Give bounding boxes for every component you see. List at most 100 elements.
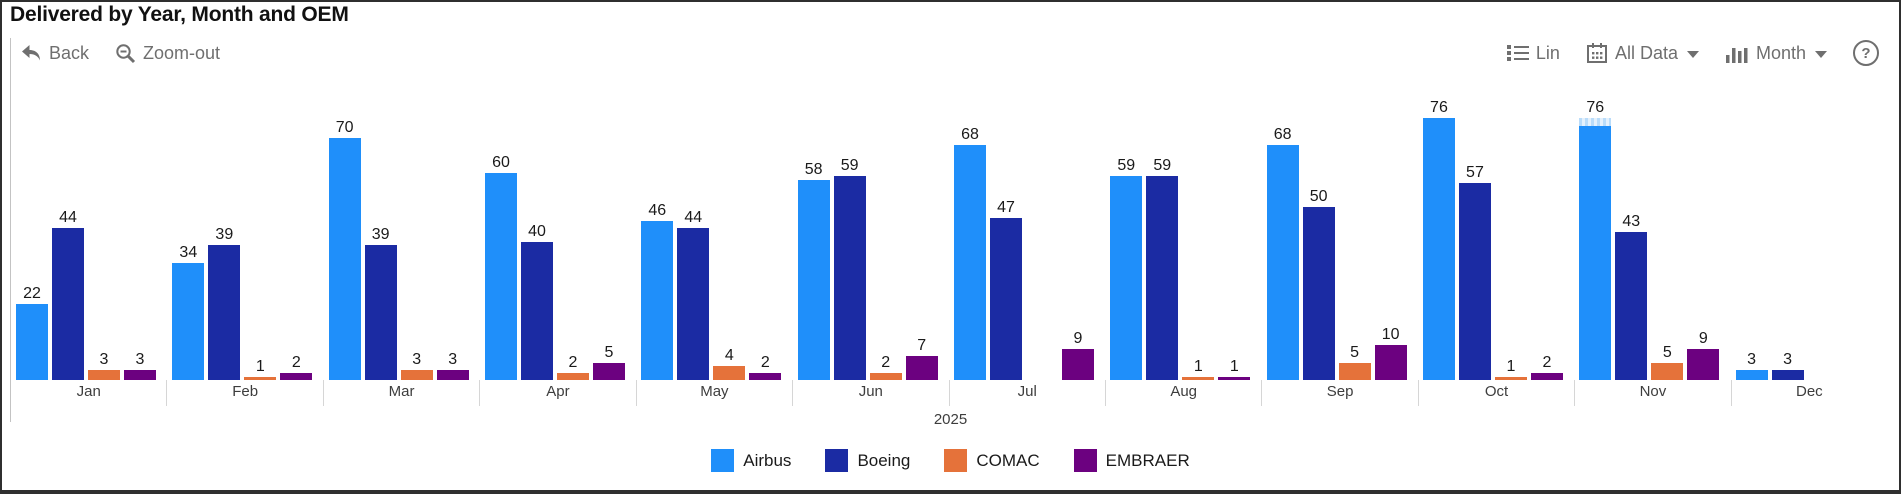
- bar-boeing-jul[interactable]: [989, 218, 1022, 380]
- bar-value-label: 3: [1783, 351, 1793, 368]
- lin-scale-toggle[interactable]: Lin: [1506, 43, 1560, 64]
- month-granularity-dropdown[interactable]: Month: [1725, 43, 1827, 64]
- bar-value-label: 5: [1350, 344, 1360, 361]
- bar-airbus-aug[interactable]: [1110, 176, 1143, 380]
- bar-embraer-apr[interactable]: [592, 363, 625, 380]
- bar-boeing-jun[interactable]: [833, 176, 866, 380]
- bar-airbus-may[interactable]: [641, 221, 674, 380]
- bar-slot-comac-mar: 3: [400, 351, 433, 380]
- bar-embraer-oct[interactable]: [1530, 373, 1563, 380]
- bar-value-label: 22: [23, 285, 41, 302]
- bar-airbus-jan[interactable]: [16, 304, 48, 380]
- bar-value-label: 76: [1430, 99, 1448, 116]
- legend-label-embraer: EMBRAER: [1105, 450, 1190, 470]
- bar-value-label: 5: [604, 344, 614, 361]
- bar-embraer-may[interactable]: [749, 373, 782, 380]
- bar-boeing-dec[interactable]: [1771, 370, 1804, 380]
- bar-comac-apr[interactable]: [556, 373, 589, 380]
- help-icon: ?: [1853, 40, 1879, 66]
- bar-airbus-oct[interactable]: [1422, 118, 1455, 380]
- bar-airbus-jul[interactable]: [953, 145, 986, 380]
- bar-boeing-apr[interactable]: [520, 242, 553, 380]
- x-tick-jul: Jul: [950, 380, 1106, 406]
- bar-slot-airbus-nov: 76: [1579, 100, 1612, 380]
- bar-comac-sep[interactable]: [1338, 363, 1371, 380]
- month-group-may: 46 44 4 2: [636, 90, 792, 380]
- bar-boeing-oct[interactable]: [1458, 183, 1491, 380]
- bar-boeing-aug[interactable]: [1146, 176, 1179, 380]
- bar-value-label: 39: [371, 226, 390, 243]
- bar-slot-airbus-feb: 34: [172, 245, 205, 380]
- bar-airbus-dec[interactable]: [1735, 370, 1768, 380]
- legend-swatch-boeing: [825, 449, 849, 472]
- bar-embraer-nov[interactable]: [1687, 349, 1720, 380]
- bar-airbus-mar[interactable]: [328, 138, 361, 380]
- y-axis-line: [10, 38, 11, 422]
- page-title: Delivered by Year, Month and OEM: [10, 3, 349, 26]
- bar-slot-boeing-aug: 59: [1146, 158, 1179, 380]
- bar-comac-may[interactable]: [713, 366, 746, 380]
- bar-slot-comac-jun: 2: [869, 355, 902, 380]
- bar-slot-embraer-jun: 7: [905, 338, 938, 380]
- bar-slot-comac-nov: 5: [1651, 345, 1684, 380]
- bar-value-label: 2: [291, 354, 301, 371]
- bar-slot-airbus-may: 46: [641, 203, 674, 380]
- bar-slot-airbus-jan: 22: [16, 286, 48, 380]
- bar-boeing-mar[interactable]: [364, 245, 397, 380]
- legend-item-boeing[interactable]: Boeing: [825, 449, 910, 472]
- toolbar: Back Zoom-out: [2, 36, 1899, 70]
- bar-boeing-nov[interactable]: [1615, 232, 1648, 380]
- bar-value-label: 58: [804, 161, 823, 178]
- x-tick-aug: Aug: [1106, 380, 1263, 406]
- bar-embraer-aug[interactable]: [1218, 377, 1251, 380]
- bar-boeing-feb[interactable]: [208, 245, 241, 380]
- bar-boeing-jan[interactable]: [52, 228, 84, 380]
- back-button[interactable]: Back: [20, 43, 89, 64]
- bar-boeing-may[interactable]: [677, 228, 710, 380]
- bar-airbus-sep[interactable]: [1266, 145, 1299, 380]
- bar-embraer-jan[interactable]: [124, 370, 156, 380]
- legend-item-comac[interactable]: COMAC: [944, 449, 1040, 472]
- bar-slot-boeing-sep: 50: [1302, 189, 1335, 380]
- bar-value-label: 68: [961, 126, 979, 143]
- x-tick-may: May: [637, 380, 794, 406]
- bar-slot-boeing-nov: 43: [1615, 214, 1648, 380]
- bar-value-label: 59: [1117, 157, 1136, 174]
- zoom-out-button[interactable]: Zoom-out: [115, 43, 220, 64]
- bar-airbus-feb[interactable]: [172, 263, 205, 380]
- bar-value-label: 68: [1273, 126, 1292, 143]
- bar-airbus-nov[interactable]: [1579, 118, 1612, 380]
- bar-comac-mar[interactable]: [400, 370, 433, 380]
- bar-comac-aug[interactable]: [1182, 377, 1215, 380]
- bar-slot-boeing-jan: 44: [52, 210, 84, 380]
- help-button[interactable]: ?: [1853, 40, 1879, 66]
- bar-value-label: 2: [568, 354, 578, 371]
- all-data-dropdown[interactable]: All Data: [1586, 42, 1699, 64]
- bar-embraer-jul[interactable]: [1061, 349, 1094, 380]
- bar-embraer-jun[interactable]: [905, 356, 938, 380]
- bar-embraer-feb[interactable]: [280, 373, 313, 380]
- bar-slot-embraer-aug: 1: [1218, 359, 1251, 380]
- x-tick-sep: Sep: [1262, 380, 1419, 406]
- bar-airbus-apr[interactable]: [484, 173, 517, 380]
- bar-comac-nov[interactable]: [1651, 363, 1684, 380]
- bar-slot-boeing-may: 44: [677, 210, 710, 380]
- bar-value-label: 3: [412, 351, 422, 368]
- bar-boeing-sep[interactable]: [1302, 207, 1335, 380]
- bar-comac-feb[interactable]: [244, 377, 277, 380]
- bar-value-label: 1: [1506, 358, 1516, 375]
- x-tick-nov: Nov: [1575, 380, 1732, 406]
- legend-item-embraer[interactable]: EMBRAER: [1073, 449, 1190, 472]
- bar-embraer-mar[interactable]: [436, 370, 469, 380]
- month-group-jun: 58 59 2 7: [793, 90, 949, 380]
- bar-value-label: 3: [135, 351, 145, 368]
- bar-comac-oct[interactable]: [1494, 377, 1527, 380]
- bar-embraer-sep[interactable]: [1374, 345, 1407, 380]
- legend-item-airbus[interactable]: Airbus: [711, 449, 791, 472]
- bar-comac-jun[interactable]: [869, 373, 902, 380]
- bar-airbus-jun[interactable]: [797, 180, 830, 380]
- bar-slot-comac-apr: 2: [556, 354, 589, 380]
- bar-comac-jan[interactable]: [88, 370, 120, 380]
- x-tick-oct: Oct: [1419, 380, 1576, 406]
- back-button-label: Back: [49, 42, 90, 63]
